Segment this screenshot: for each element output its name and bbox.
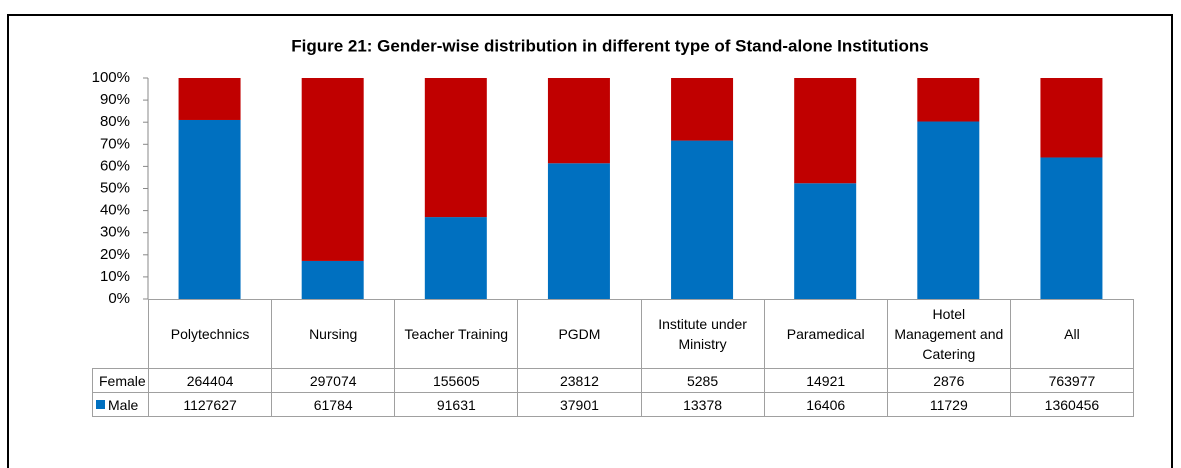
y-tick-label: 0% <box>108 290 130 307</box>
legend-cell: Female <box>92 368 149 393</box>
y-tick-label: 30% <box>100 224 130 241</box>
category-label: All <box>1009 299 1134 369</box>
table-value: 14921 <box>763 368 888 393</box>
legend-cell: Male <box>92 392 149 417</box>
category-label: Polytechnics <box>148 299 273 369</box>
table-value: 763977 <box>1009 368 1134 393</box>
bar-segment <box>1040 157 1103 299</box>
y-tick-label: 50% <box>100 179 130 196</box>
bar-segment <box>917 78 980 122</box>
bar-segment <box>424 217 487 299</box>
legend-label: Male <box>108 396 139 413</box>
legend-key <box>96 400 105 409</box>
table-value: 11729 <box>886 392 1011 417</box>
table-value: 5285 <box>640 368 765 393</box>
y-tick-label: 80% <box>100 113 130 130</box>
y-tick-label: 10% <box>100 268 130 285</box>
y-tick-label: 20% <box>100 246 130 263</box>
y-tick-label: 40% <box>100 202 130 219</box>
y-tick-label: 70% <box>100 135 130 152</box>
bar-segment <box>178 78 241 120</box>
category-label: Paramedical <box>763 299 888 369</box>
table-value: 264404 <box>148 368 273 393</box>
bar-segment <box>917 121 980 299</box>
bar-segment <box>671 140 734 299</box>
y-tick-label: 60% <box>100 157 130 174</box>
table-value: 1360456 <box>1009 392 1134 417</box>
frame <box>7 14 1173 468</box>
chart-title: Figure 21: Gender-wise distribution in d… <box>291 36 929 55</box>
category-label: PGDM <box>517 299 642 369</box>
category-label: Institute under Ministry <box>640 299 765 369</box>
bar-segment <box>1040 78 1103 158</box>
category-label: Hotel Management and Catering <box>886 299 1011 369</box>
bar-segment <box>547 163 610 299</box>
bar-segment <box>301 260 364 299</box>
bar-segment <box>671 78 734 141</box>
bar-segment <box>301 78 364 261</box>
table-value: 16406 <box>763 392 888 417</box>
category-label: Nursing <box>271 299 396 369</box>
table-value: 23812 <box>517 368 642 393</box>
bar-segment <box>794 78 857 184</box>
table-value: 37901 <box>517 392 642 417</box>
legend-label: Female <box>99 372 146 389</box>
table-value: 2876 <box>886 368 1011 393</box>
table-value: 91631 <box>394 392 519 417</box>
table-value: 61784 <box>271 392 396 417</box>
table-value: 1127627 <box>148 392 273 417</box>
table-value: 297074 <box>271 368 396 393</box>
bar-segment <box>178 119 241 300</box>
bar-segment <box>424 78 487 218</box>
bar-segment <box>794 183 857 299</box>
category-label: Teacher Training <box>394 299 519 369</box>
table-value: 155605 <box>394 368 519 393</box>
y-tick-label: 90% <box>100 91 130 108</box>
y-tick-label: 100% <box>92 69 130 86</box>
table-value: 13378 <box>640 392 765 417</box>
bar-segment <box>547 78 610 164</box>
